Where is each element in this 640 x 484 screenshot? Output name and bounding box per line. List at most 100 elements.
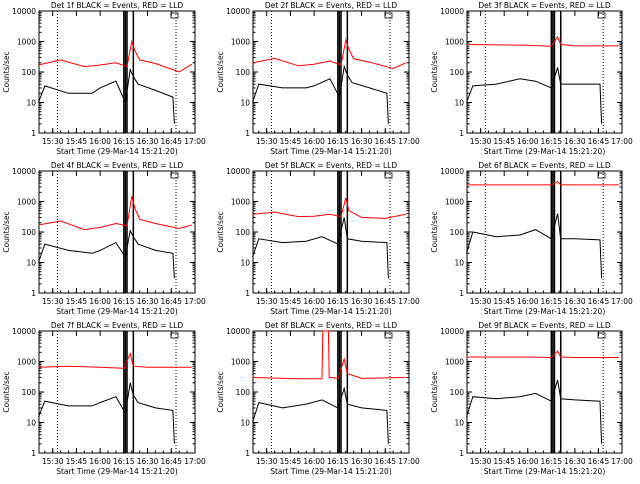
events-series-line: [466, 213, 603, 279]
legend-box: [384, 172, 393, 179]
y-tick-label: 10000: [12, 327, 36, 336]
x-tick-label: 16:00: [517, 137, 539, 146]
x-tick-label: 16:30: [564, 297, 586, 306]
plot-frame: [38, 10, 196, 134]
plot-frame: [466, 330, 623, 454]
detector-panel-8: Det 8f BLACK = Events, RED = LLD Counts/s…: [216, 321, 420, 476]
lld-series-line: [252, 197, 406, 219]
x-tick-label: 17:00: [611, 457, 633, 466]
x-tick-label: 16:15: [113, 457, 135, 466]
x-tick-label: 16:00: [303, 137, 325, 146]
x-axis-label: Start Time (29-Mar-14 15:21:20): [484, 467, 606, 476]
x-axis-label: Start Time (29-Mar-14 15:21:20): [270, 307, 392, 316]
y-tick-label: 1: [31, 129, 36, 138]
x-tick-label: 15:30: [256, 457, 278, 466]
x-axis-label: Start Time (29-Mar-14 15:21:20): [56, 147, 178, 156]
x-tick-label: 16:30: [351, 297, 373, 306]
x-tick-label: 15:30: [256, 137, 278, 146]
y-tick-label: 10000: [12, 167, 36, 176]
y-axis-label: Counts/sec: [430, 211, 439, 252]
y-axis-label: Counts/sec: [430, 371, 439, 412]
y-tick-label: 100: [450, 228, 465, 237]
panel-title: Det 7f BLACK = Events, RED = LLD: [51, 321, 184, 330]
x-tick-label: 16:15: [540, 137, 562, 146]
lld-series-line: [466, 350, 619, 359]
plot-frame: [252, 10, 410, 134]
x-tick-label: 15:30: [470, 297, 492, 306]
x-tick-label: 16:00: [89, 137, 111, 146]
plot-frame: [252, 330, 410, 454]
x-tick-label: 15:45: [493, 457, 515, 466]
x-tick-label: 15:30: [42, 457, 64, 466]
x-tick-label: 16:45: [588, 297, 610, 306]
x-tick-label: 16:30: [137, 137, 159, 146]
y-tick-label: 1: [459, 449, 464, 458]
y-tick-label: 100: [22, 68, 37, 77]
y-axis-label: Counts/sec: [216, 211, 225, 252]
x-axis-label: Start Time (29-Mar-14 15:21:20): [56, 467, 178, 476]
y-tick-label: 1000: [445, 38, 464, 47]
detector-panel-4: Det 4f BLACK = Events, RED = LLD Counts/s…: [2, 161, 206, 316]
y-tick-label: 1: [31, 289, 36, 298]
y-tick-label: 100: [22, 388, 37, 397]
events-series-line: [38, 67, 175, 124]
panel-title: Det 6f BLACK = Events, RED = LLD: [478, 161, 611, 170]
plot-frame: [466, 170, 623, 294]
x-tick-label: 17:00: [184, 297, 206, 306]
y-tick-label: 1: [245, 449, 250, 458]
legend-box: [170, 332, 179, 339]
x-tick-label: 15:45: [66, 297, 88, 306]
x-axis-label: Start Time (29-Mar-14 15:21:20): [270, 467, 392, 476]
x-tick-label: 16:00: [89, 457, 111, 466]
x-tick-label: 16:00: [517, 457, 539, 466]
plot-frame: [38, 170, 196, 294]
y-axis-label: Counts/sec: [2, 371, 11, 412]
legend-box: [384, 12, 393, 19]
x-axis-label: Start Time (29-Mar-14 15:21:20): [484, 147, 606, 156]
lld-series-line: [252, 38, 407, 70]
y-tick-label: 100: [22, 228, 37, 237]
lld-series-line: [466, 35, 619, 47]
panel-title: Det 8f BLACK = Events, RED = LLD: [265, 321, 398, 330]
y-tick-label: 1000: [17, 358, 36, 367]
legend-box: [597, 332, 606, 339]
lld-series-line: [38, 195, 192, 231]
y-axis-label: Counts/sec: [216, 51, 225, 92]
plot-frame: [466, 10, 623, 134]
y-axis-label: Counts/sec: [430, 51, 439, 92]
panel-title: Det 2f BLACK = Events, RED = LLD: [265, 1, 398, 10]
x-tick-label: 16:15: [327, 457, 349, 466]
detector-panel-1: Det 1f BLACK = Events, RED = LLD Counts/s…: [2, 1, 206, 156]
y-tick-label: 10000: [440, 167, 464, 176]
y-tick-label: 10000: [226, 167, 250, 176]
y-tick-label: 100: [450, 68, 465, 77]
x-tick-label: 16:15: [327, 137, 349, 146]
x-tick-label: 15:45: [280, 137, 302, 146]
y-tick-label: 10: [26, 99, 36, 108]
legend-box: [170, 12, 179, 19]
detector-panel-2: Det 2f BLACK = Events, RED = LLD Counts/s…: [216, 1, 420, 156]
x-tick-label: 17:00: [398, 137, 420, 146]
legend-box: [170, 172, 179, 179]
detector-panel-6: Det 6f BLACK = Events, RED = LLD Counts/s…: [430, 161, 633, 316]
x-tick-label: 16:45: [374, 297, 396, 306]
x-tick-label: 16:30: [351, 457, 373, 466]
x-tick-label: 17:00: [398, 457, 420, 466]
x-tick-label: 16:15: [540, 457, 562, 466]
detector-panel-7: Det 7f BLACK = Events, RED = LLD Counts/s…: [2, 321, 206, 476]
x-tick-label: 16:30: [137, 297, 159, 306]
x-tick-label: 17:00: [184, 457, 206, 466]
x-tick-label: 15:45: [280, 457, 302, 466]
y-tick-label: 10000: [440, 7, 464, 16]
events-series-line: [38, 229, 175, 279]
x-tick-label: 16:15: [327, 297, 349, 306]
x-axis-label: Start Time (29-Mar-14 15:21:20): [56, 307, 178, 316]
detector-panel-3: Det 3f BLACK = Events, RED = LLD Counts/s…: [430, 1, 633, 156]
y-tick-label: 100: [450, 388, 465, 397]
x-tick-label: 15:45: [66, 457, 88, 466]
y-tick-label: 100: [236, 228, 251, 237]
y-tick-label: 1000: [231, 198, 250, 207]
y-tick-label: 1: [245, 289, 250, 298]
